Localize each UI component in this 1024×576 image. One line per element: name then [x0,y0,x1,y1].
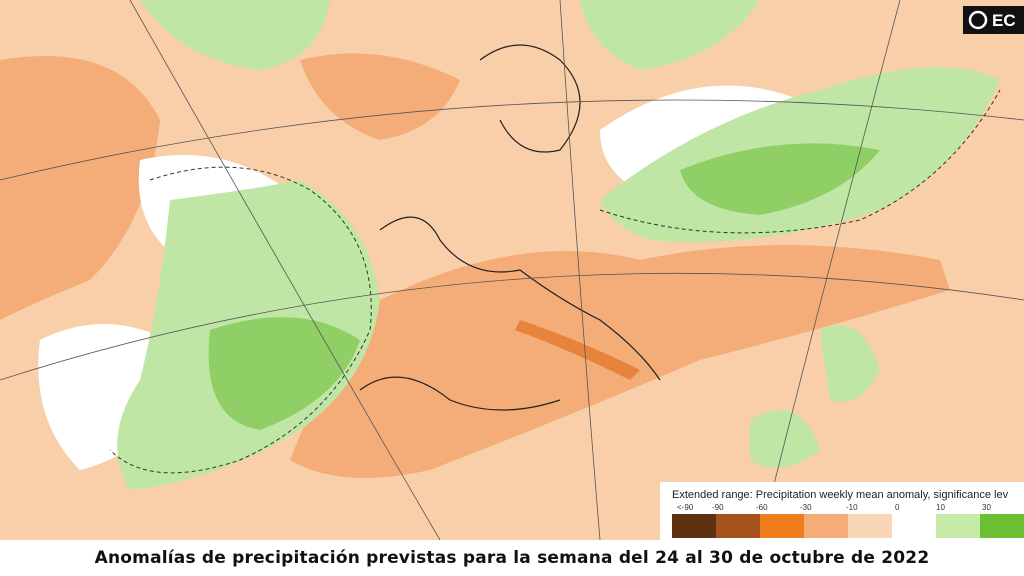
anomaly-area [515,320,640,380]
legend-label: -30 [800,503,812,512]
wet-area [208,317,360,430]
wet-area [140,0,330,70]
legend-label: -10 [846,503,858,512]
swatch [936,514,980,538]
legend-label: <-90 [677,503,694,512]
map: EC Extended range: Precipitation weekly … [0,0,1024,540]
legend-label: 0 [895,503,900,512]
swatch [804,514,848,538]
legend-swatches [672,514,1024,538]
significance-contour [109,89,1001,474]
swatch [760,514,804,538]
wet-area [750,410,820,468]
legend-label: -90 [712,503,724,512]
legend-labels: <-90 -90 -60 -30 -10 0 10 30 [677,503,991,512]
legend-label: -60 [756,503,768,512]
swatch [672,514,716,538]
swatch [892,514,936,538]
logo-box [963,6,1024,34]
legend-label: 10 [936,503,945,512]
logo: EC [992,11,1016,30]
wet-area [680,143,880,215]
wet-area [580,0,760,70]
graticule [0,0,1024,540]
swatch [716,514,760,538]
swatch [848,514,892,538]
caption: Anomalías de precipitación previstas par… [94,548,930,568]
logo-icon [968,10,988,30]
swatch [980,514,1024,538]
anomaly-area [300,53,460,141]
coastline [359,44,661,411]
wet-area [820,325,880,402]
legend-title: Extended range: Precipitation weekly mea… [672,489,1009,501]
anomaly-area [0,56,160,320]
legend-label: 30 [982,503,991,512]
